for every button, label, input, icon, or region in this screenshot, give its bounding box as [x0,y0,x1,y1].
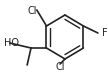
Text: F: F [102,28,107,38]
Text: Cl: Cl [27,6,37,16]
Text: Cl: Cl [55,62,65,72]
Text: HO: HO [4,38,19,48]
